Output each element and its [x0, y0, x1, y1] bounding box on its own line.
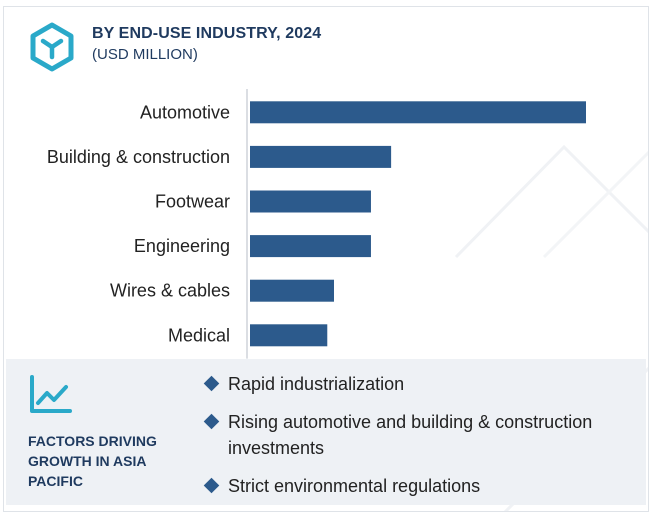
bar [250, 101, 586, 124]
category-label: Wires & cables [110, 281, 230, 301]
factor-item: Rising automotive and building & constru… [203, 409, 644, 461]
factors-title: FACTORS DRIVING GROWTH IN ASIA PACIFIC [28, 433, 157, 489]
bar [250, 145, 392, 168]
bar [250, 324, 328, 347]
factor-item: Strict environmental regulations [203, 473, 644, 499]
chart-header: BY END-USE INDUSTRY, 2024 (USD MILLION) [26, 21, 321, 73]
chart-card: BY END-USE INDUSTRY, 2024 (USD MILLION) … [3, 6, 649, 512]
diamond-bullet-icon [203, 413, 220, 430]
chart-title: BY END-USE INDUSTRY, 2024 [92, 25, 322, 42]
category-label: Engineering [134, 236, 230, 256]
factors-list: Rapid industrialization Rising automotiv… [203, 371, 644, 511]
factor-text: Strict environmental regulations [228, 476, 481, 496]
bar [250, 235, 371, 258]
bar-chart: Automotive Building & construction Footwea… [47, 89, 586, 359]
chart-subtitle: (USD MILLION) [92, 46, 198, 63]
factor-text: Rising automotive and building & constru… [228, 412, 593, 458]
diamond-bullet-icon [203, 477, 220, 494]
category-label: Footwear [155, 192, 230, 212]
diamond-bullet-icon [203, 375, 220, 392]
bar [250, 279, 334, 302]
category-label: Building & construction [47, 147, 230, 167]
trend-line-icon [30, 375, 72, 413]
factors-panel: FACTORS DRIVING GROWTH IN ASIA PACIFIC R… [6, 359, 646, 505]
category-label: Automotive [140, 102, 230, 122]
bar [250, 190, 371, 213]
factor-item: Rapid industrialization [203, 371, 644, 397]
cube-icon [30, 22, 74, 72]
factor-text: Rapid industrialization [228, 374, 405, 394]
category-label: Medical [168, 325, 230, 345]
